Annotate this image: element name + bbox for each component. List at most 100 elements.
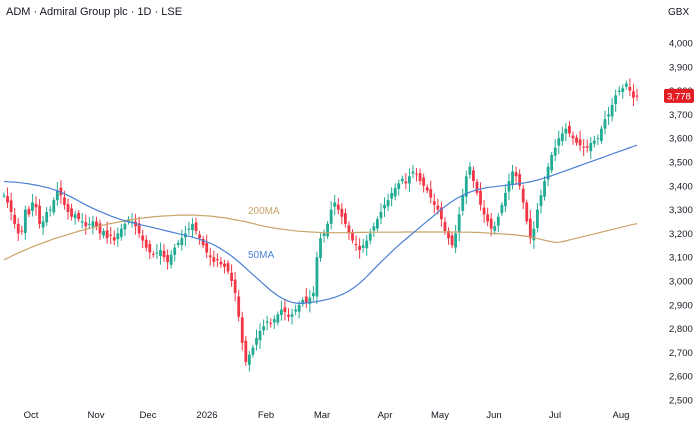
candle-body [27, 208, 31, 215]
y-tick-label: 2,900 [669, 300, 693, 311]
candle-body [84, 222, 88, 227]
y-tick-label: 2,700 [669, 348, 693, 359]
candle-body [262, 326, 266, 331]
candle-body [361, 245, 365, 248]
candle-body [404, 181, 408, 184]
candle-body [464, 176, 468, 197]
candle-body [564, 128, 568, 134]
candle-body [52, 200, 56, 213]
y-tick-label: 3,400 [669, 181, 693, 192]
x-tick-label: Mar [314, 410, 330, 421]
candle-body [205, 243, 209, 253]
x-axis: Oct Nov Dec 2026 Feb Mar Apr May Jun Jul Aug [24, 410, 630, 421]
candle-body [479, 190, 482, 205]
candle-body [16, 223, 20, 234]
candle-body [112, 237, 116, 241]
candle-body [258, 330, 262, 341]
candle-body [550, 154, 554, 171]
candle-body [240, 317, 244, 343]
candle-body [528, 218, 532, 239]
candle-body [543, 181, 546, 197]
candle-body [536, 209, 539, 228]
x-tick-label: Oct [24, 410, 39, 421]
candle-body [301, 300, 305, 305]
candle-body [269, 322, 273, 324]
candle-body [582, 146, 586, 148]
candle-body [589, 142, 593, 152]
candle-body [194, 222, 198, 232]
candle-body [123, 223, 127, 230]
y-tick-label: 3,700 [669, 110, 693, 121]
candle-body [386, 200, 390, 207]
candle-body [493, 226, 497, 231]
candle-body [415, 173, 418, 175]
candle-body [283, 307, 287, 312]
candle-body [393, 188, 397, 197]
candle-body [578, 139, 582, 146]
candle-body [411, 171, 415, 174]
candle-body [226, 263, 230, 272]
candle-body [354, 244, 358, 246]
candle-body [432, 201, 436, 205]
candle-body [322, 233, 326, 237]
candle-body [461, 195, 465, 211]
candle-body [521, 188, 525, 203]
candle-body [468, 166, 472, 175]
candle-body [422, 177, 426, 186]
candle-body [347, 225, 351, 234]
x-tick-label: May [431, 410, 449, 421]
candle-body [173, 247, 177, 255]
candle-body [198, 234, 201, 239]
candle-body [560, 133, 564, 142]
ma-line-50ma [3, 144, 638, 304]
candle-body [247, 354, 251, 365]
candle-body [571, 135, 575, 139]
candle-body [73, 214, 77, 219]
candle-body [617, 90, 621, 92]
y-tick-label: 3,500 [669, 158, 693, 169]
candle-body [109, 234, 113, 236]
candle-body [290, 314, 294, 317]
x-tick-label: Aug [613, 410, 630, 421]
candle-body [518, 174, 522, 186]
candle-body [219, 261, 223, 265]
y-tick-label: 3,600 [669, 134, 693, 145]
candle-body [20, 230, 24, 232]
candle-body [297, 304, 301, 312]
candle-body [55, 190, 59, 201]
y-tick-label: 2,800 [669, 324, 693, 335]
candle-body [319, 238, 322, 258]
candle-body [244, 340, 248, 362]
candle-body [607, 114, 610, 117]
candle-body [41, 221, 45, 228]
candle-body [408, 176, 411, 184]
candle-body [169, 254, 173, 265]
candle-body [31, 202, 34, 211]
candle-body [151, 253, 155, 255]
chart-title: ADM · Admiral Group plc · 1D · LSE [6, 6, 183, 18]
candle-body [418, 173, 422, 182]
candle-body [568, 125, 571, 134]
currency-label[interactable]: GBX [668, 7, 690, 18]
candle-body [624, 83, 628, 87]
candle-body [308, 297, 312, 304]
candle-body [98, 223, 102, 234]
candle-body [59, 187, 63, 196]
candle-body [486, 214, 490, 222]
y-tick-label: 3,100 [669, 253, 693, 264]
candle-body [336, 204, 340, 210]
candle-body [504, 192, 507, 207]
candle-body [233, 279, 237, 293]
candle-body [63, 197, 66, 205]
candle-body [119, 228, 123, 237]
candle-body [223, 263, 226, 267]
candle-body [48, 209, 52, 211]
candle-body [429, 189, 433, 198]
candle-body [144, 239, 148, 248]
candle-body [454, 233, 458, 248]
candle-body [539, 195, 543, 207]
candle-body [45, 211, 49, 223]
candle-body [575, 137, 578, 143]
candle-body [95, 221, 98, 227]
